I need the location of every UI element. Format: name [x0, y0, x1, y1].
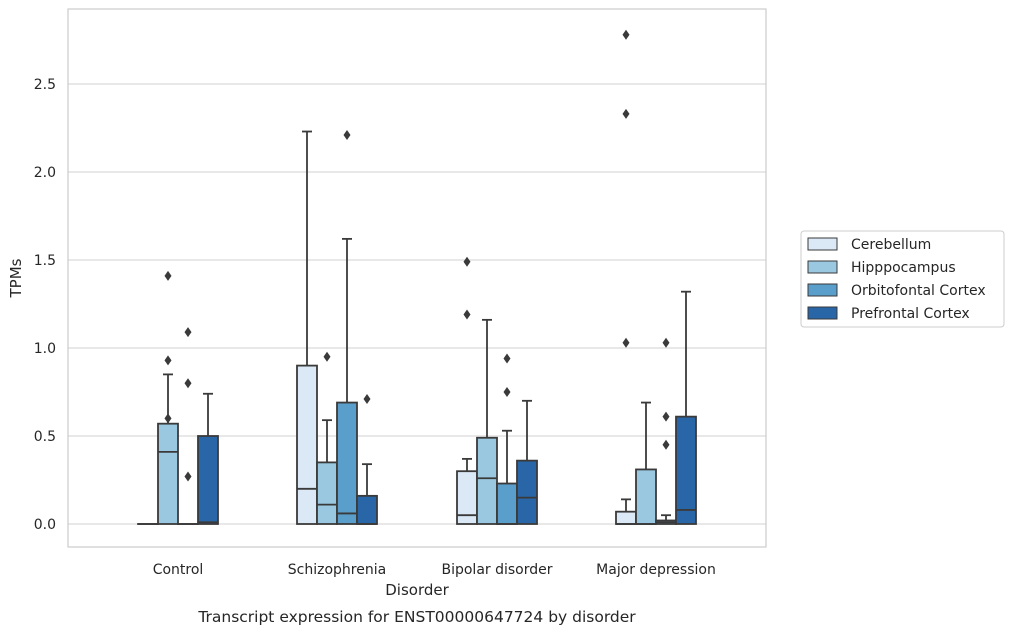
outlier-point	[463, 309, 471, 320]
x-tick-label: Bipolar disorder	[441, 562, 552, 578]
box-hipppocampus	[157, 270, 179, 525]
box-body	[516, 459, 538, 525]
box-body	[336, 401, 358, 525]
box-hipppocampus	[635, 401, 657, 525]
y-tick-label: 1.0	[34, 341, 56, 357]
box-orbitofontal-cortex	[336, 130, 358, 525]
legend-swatch	[807, 237, 838, 251]
outlier-point	[463, 256, 471, 267]
outlier-point	[164, 355, 172, 366]
y-tick-label: 1.5	[34, 253, 56, 269]
box-body	[316, 461, 338, 525]
box-cerebellum	[296, 130, 318, 525]
outlier-point	[184, 378, 192, 389]
box-body	[496, 482, 518, 525]
outlier-point	[184, 327, 192, 338]
legend-label: Prefrontal Cortex	[851, 306, 970, 322]
box-series	[137, 29, 697, 525]
outlier-point	[503, 387, 511, 397]
x-axis-label: Disorder	[385, 581, 449, 599]
plot-frame	[67, 8, 767, 548]
legend-frame	[800, 230, 1005, 328]
outlier-point	[622, 108, 630, 119]
box-orbitofontal-cortex	[177, 327, 199, 525]
legend-swatch	[807, 260, 838, 274]
box-body	[157, 422, 179, 525]
box-prefrontal-cortex	[197, 392, 219, 525]
outlier-point	[662, 439, 670, 450]
y-tick-labels: 0.0 0.5 1.0 1.5 2.0 2.5	[34, 77, 56, 533]
box-prefrontal-cortex	[356, 394, 378, 525]
figure-caption: Transcript expression for ENST0000064772…	[197, 608, 636, 626]
outlier-point	[164, 270, 172, 281]
box-body	[356, 494, 378, 525]
box-prefrontal-cortex	[675, 290, 697, 525]
x-tick-label: Control	[153, 562, 204, 578]
box-body	[635, 468, 657, 525]
x-tick-label: Major depression	[596, 562, 716, 578]
outlier-point	[622, 337, 630, 348]
box-hipppocampus	[476, 318, 498, 525]
outlier-point	[662, 411, 670, 422]
y-tick-label: 2.0	[34, 165, 56, 181]
outlier-point	[503, 353, 511, 364]
box-hipppocampus	[316, 351, 338, 525]
y-tick-label: 0.5	[34, 429, 56, 445]
legend-label: Cerebellum	[851, 237, 931, 253]
y-tick-label: 2.5	[34, 77, 56, 93]
outlier-point	[343, 130, 351, 141]
box-body	[615, 510, 637, 525]
x-tick-labels: Control Schizophrenia Bipolar disorder Majo…	[153, 562, 716, 578]
plot-background	[68, 9, 766, 547]
legend-label: Hipppocampus	[851, 260, 956, 276]
y-tick-label: 0.0	[34, 517, 56, 533]
box-body	[675, 415, 697, 525]
outlier-point	[363, 394, 371, 405]
legend-swatch	[807, 283, 838, 297]
outlier-point	[184, 471, 192, 482]
outlier-point	[164, 413, 172, 424]
x-tick-label: Schizophrenia	[288, 562, 386, 578]
legend: Cerebellum Hipppocampus Orbitofontal Corte…	[800, 230, 1005, 328]
legend-label: Orbitofontal Cortex	[851, 283, 986, 299]
outlier-point	[662, 337, 670, 348]
box-body	[296, 364, 318, 525]
box-cerebellum	[615, 29, 637, 525]
y-axis-label: TPMs	[7, 258, 25, 298]
outlier-point	[622, 29, 630, 40]
box-body	[476, 436, 498, 525]
box-body	[197, 435, 219, 525]
outlier-point	[323, 351, 331, 362]
box-prefrontal-cortex	[516, 399, 538, 525]
legend-swatch	[807, 306, 838, 320]
